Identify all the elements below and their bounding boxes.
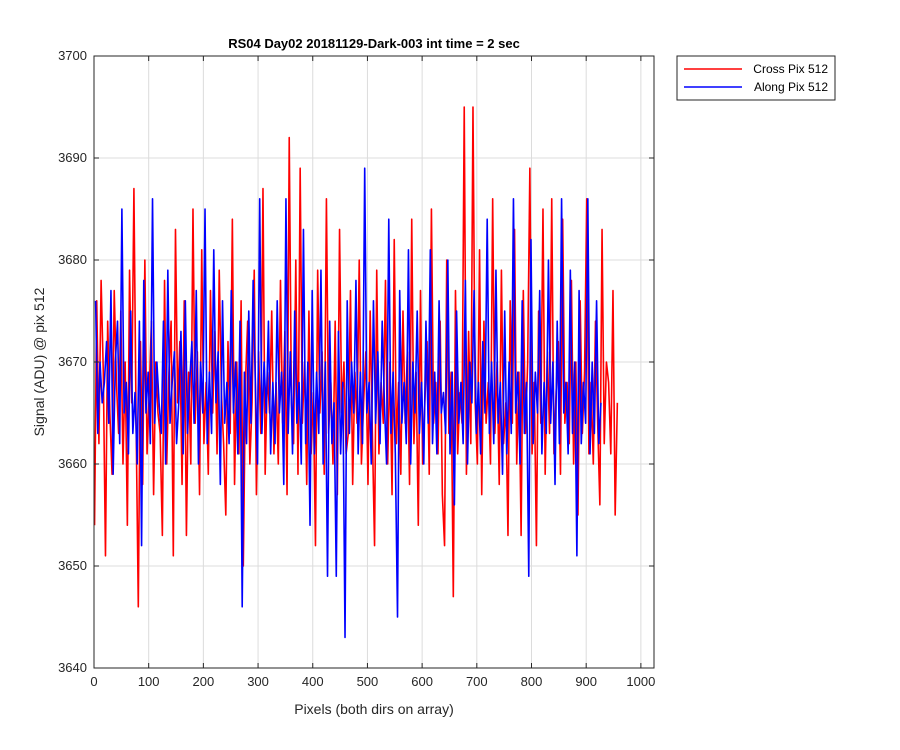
x-tick-label: 200 [193,674,215,689]
x-tick-label: 800 [521,674,543,689]
x-tick-label: 700 [466,674,488,689]
x-tick-label: 1000 [626,674,655,689]
y-tick-label: 3680 [58,252,87,267]
y-tick-label: 3670 [58,354,87,369]
y-tick-label: 3700 [58,48,87,63]
axis-ticks: 0 100 200 300 400 500 600 700 800 900 1000 3640 3650… [58,48,655,689]
legend-box [676,55,836,101]
y-tick-label: 3650 [58,558,87,573]
x-tick-label: 500 [357,674,379,689]
legend-label-along: Along Pix 512 [754,80,828,94]
legend: Cross Pix 512 Along Pix 512 [676,55,836,101]
y-axis-label: Signal (ADU) @ pix 512 [31,287,47,436]
x-tick-label: 600 [411,674,433,689]
x-tick-label: 900 [575,674,597,689]
series-line-cross-pix [93,106,619,608]
chart-title: RS04 Day02 20181129-Dark-003 int time = … [228,36,520,51]
y-tick-label: 3660 [58,456,87,471]
x-tick-label: 100 [138,674,160,689]
series-line-along-pix [94,167,602,639]
x-tick-label: 400 [302,674,324,689]
x-tick-label: 0 [90,674,97,689]
series-lines [93,106,619,639]
x-tick-label: 300 [247,674,269,689]
y-tick-label: 3640 [58,660,87,675]
x-axis-label: Pixels (both dirs on array) [294,701,454,717]
legend-label-cross: Cross Pix 512 [753,62,828,76]
plot-frame [93,55,655,669]
y-tick-label: 3690 [58,150,87,165]
